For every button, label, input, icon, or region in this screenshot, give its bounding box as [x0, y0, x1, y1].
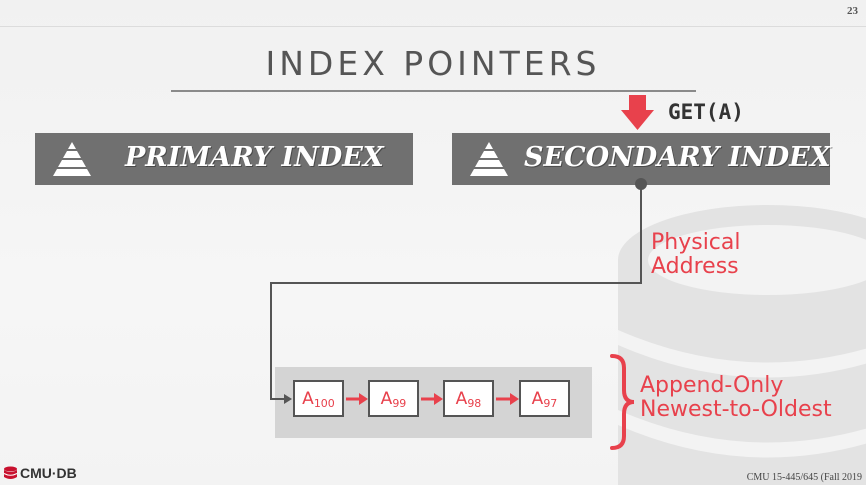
pointer-label-line2: Address: [651, 254, 739, 279]
chain-arrow-icon: [346, 393, 368, 405]
pyramid-icon: [53, 142, 91, 176]
title-underline: [171, 90, 696, 92]
database-logo-icon: [3, 466, 18, 479]
chain-label: Append-Only Newest-to-Oldest: [640, 374, 832, 422]
secondary-index-label: SECONDARY INDEX: [524, 142, 831, 173]
version-node-base: A: [302, 388, 314, 409]
version-node-subscript: 100: [313, 397, 335, 410]
version-node: A 98: [443, 380, 494, 417]
pointer-line: [270, 178, 647, 404]
version-node-base: A: [531, 388, 544, 409]
pointer-label-line1: Physical: [651, 230, 741, 255]
chain-arrow-icon: [496, 393, 519, 405]
course-footer: CMU 15-445/645 (Fall 2019: [746, 472, 862, 483]
chain-label-line1: Append-Only: [640, 373, 784, 398]
version-node: A 99: [368, 380, 419, 417]
curly-brace-icon: [610, 354, 635, 450]
version-node-subscript: 99: [392, 397, 407, 410]
logo-text: CMU·DB: [20, 465, 77, 481]
primary-index-box: PRIMARY INDEX: [35, 133, 413, 185]
version-node-base: A: [455, 388, 468, 409]
primary-index-label: PRIMARY INDEX: [125, 142, 384, 173]
cmu-db-logo: CMU·DB: [3, 465, 77, 481]
top-divider: [0, 26, 866, 27]
version-node-subscript: 97: [543, 397, 558, 410]
version-node: A 100: [293, 380, 344, 417]
down-arrow-icon: [621, 95, 654, 130]
page-title: INDEX POINTERS: [265, 44, 601, 83]
secondary-index-box: SECONDARY INDEX: [452, 133, 831, 185]
chain-label-line2: Newest-to-Oldest: [640, 397, 832, 422]
chain-arrow-icon: [421, 393, 443, 405]
pyramid-icon: [470, 142, 508, 176]
slide-number: 23: [847, 5, 858, 17]
database-watermark-icon: [618, 205, 866, 485]
version-node-subscript: 98: [467, 397, 482, 410]
query-label: GET(A): [668, 100, 744, 124]
version-node: A 97: [519, 380, 570, 417]
pointer-label: Physical Address: [651, 231, 741, 279]
version-node-base: A: [380, 388, 393, 409]
